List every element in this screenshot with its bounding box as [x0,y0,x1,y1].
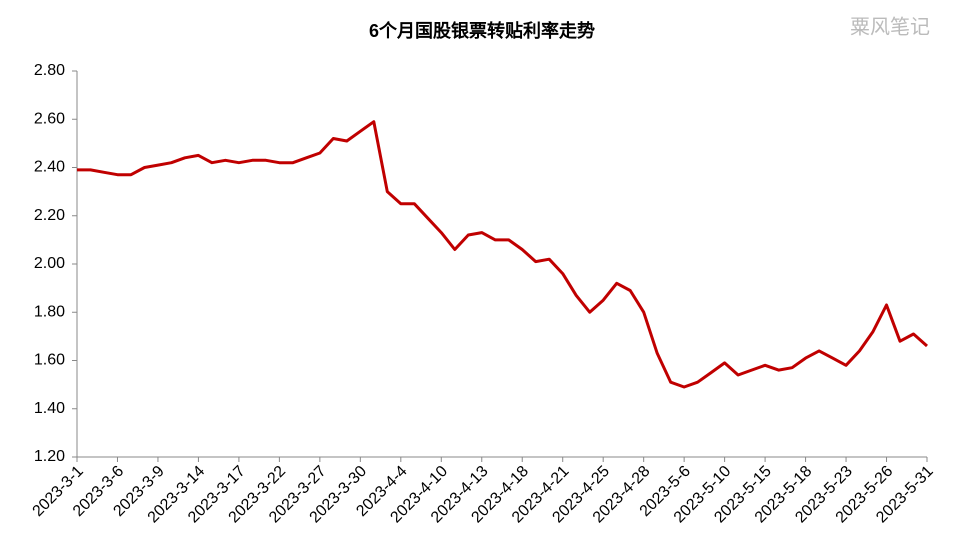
y-tick-label: 1.40 [34,400,65,417]
line-series [77,120,928,389]
y-tick-label: 1.20 [34,448,65,465]
y-tick-label: 1.60 [34,352,65,369]
watermark: 粟风笔记 [850,15,930,39]
y-tick-label: 2.00 [34,255,65,272]
y-tick-label: 1.80 [34,303,65,320]
chart-title: 6个月国股银票转贴利率走势 [369,20,595,41]
y-tick-label: 2.60 [34,110,65,127]
y-tick-label: 2.80 [34,62,65,79]
y-tick-label: 2.20 [34,207,65,224]
y-tick-label: 2.40 [34,159,65,176]
